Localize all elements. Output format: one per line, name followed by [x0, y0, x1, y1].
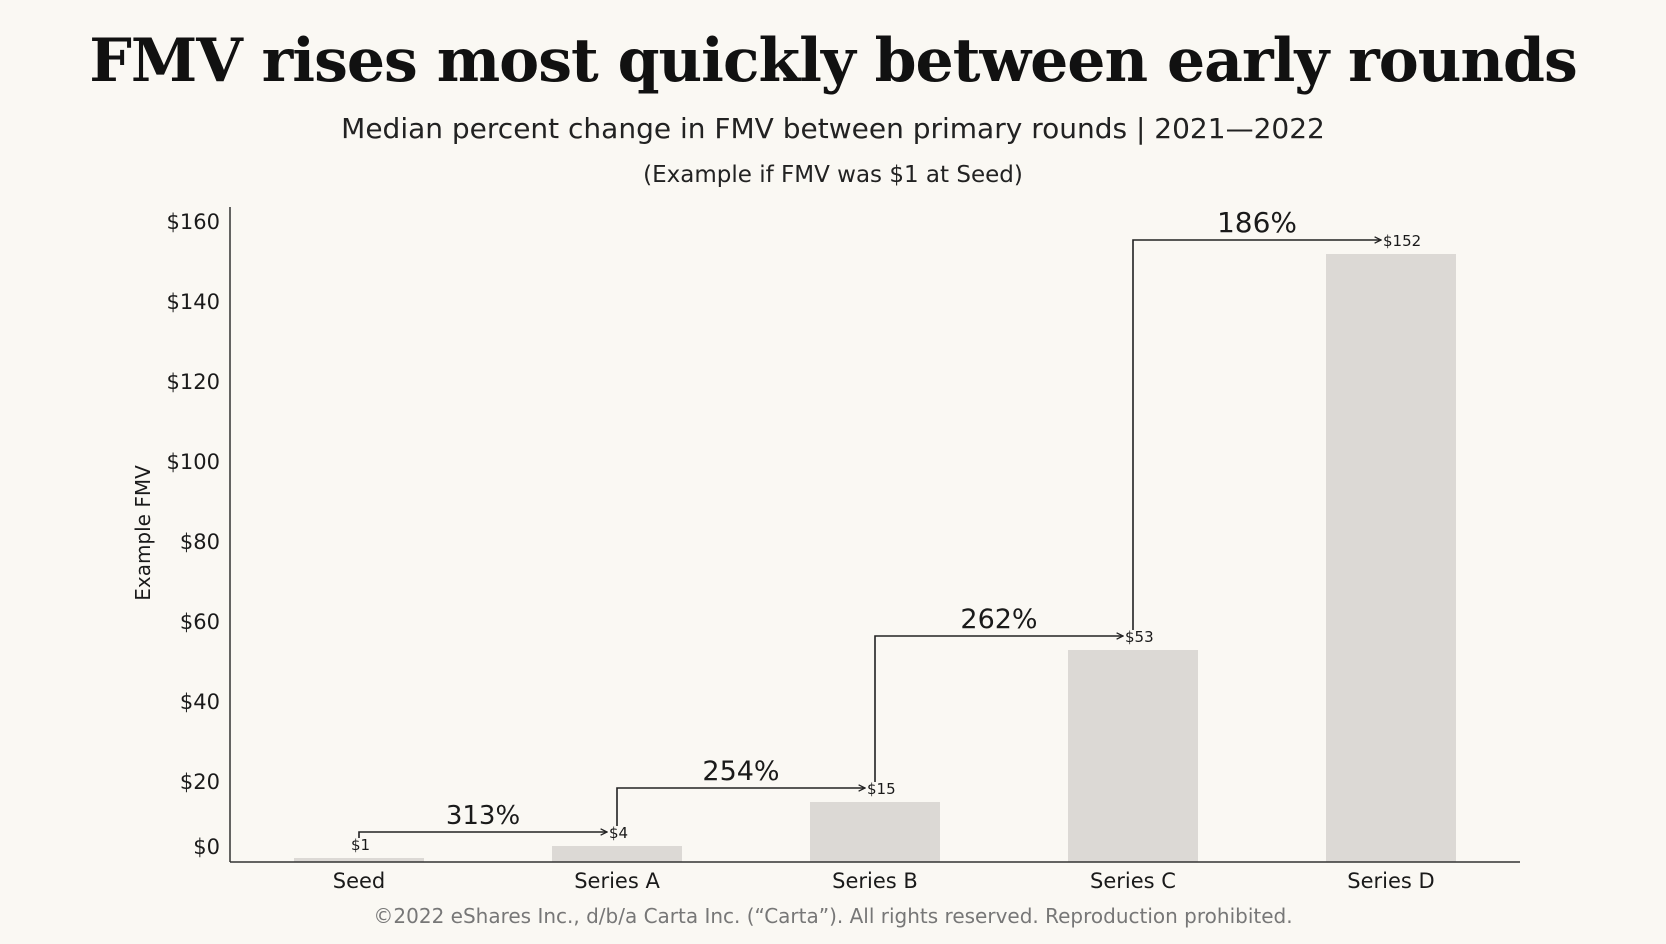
axes-layer: $0 $20 $40 $60 $80 $100 $120 $140 $160 Example FM…	[131, 207, 1520, 893]
bar-series-d	[1326, 254, 1456, 862]
chart-title: FMV rises most quickly between early rou…	[89, 26, 1578, 96]
change-percent-label: 254%	[702, 756, 779, 787]
change-percent-label: 313%	[446, 801, 520, 831]
copyright-footer: ©2022 eShares Inc., d/b/a Carta Inc. (“C…	[373, 904, 1293, 928]
change-percent-label: 186%	[1217, 206, 1297, 239]
y-tick-label: $60	[180, 610, 220, 634]
change-arrow	[874, 636, 1123, 782]
bar-series-a	[552, 846, 682, 862]
y-tick-label: $120	[167, 370, 220, 394]
change-arrow	[616, 788, 865, 826]
change-arrow	[1132, 240, 1381, 630]
chart-note: (Example if FMV was $1 at Seed)	[643, 162, 1023, 188]
bar-value-label: $15	[867, 780, 896, 798]
bar-seed	[294, 858, 424, 862]
y-axis-label: Example FMV	[131, 465, 155, 601]
x-tick-label: Series A	[574, 869, 660, 893]
x-tick-label: Seed	[333, 869, 386, 893]
annotations-layer: 313% 254% 262% 186% $1 $4 $15 $53 $152	[351, 206, 1421, 854]
bar-value-label: $53	[1125, 628, 1154, 646]
bar-value-label: $4	[609, 824, 628, 842]
bar-series-c	[1068, 650, 1198, 862]
bars-layer	[294, 254, 1456, 862]
y-tick-label: $40	[180, 690, 220, 714]
change-percent-label: 262%	[960, 604, 1037, 635]
bar-series-b	[810, 802, 940, 862]
x-tick-label: Series D	[1347, 869, 1434, 893]
x-tick-label: Series B	[832, 869, 918, 893]
y-tick-label: $20	[180, 770, 220, 794]
y-tick-label: $140	[167, 290, 220, 314]
chart-subtitle: Median percent change in FMV between pri…	[341, 112, 1325, 145]
y-tick-label: $80	[180, 530, 220, 554]
y-tick-label: $100	[167, 450, 220, 474]
change-arrow	[358, 832, 607, 838]
bar-value-label: $152	[1383, 232, 1421, 250]
x-tick-label: Series C	[1090, 869, 1176, 893]
bar-value-label: $1	[351, 836, 370, 854]
y-tick-label: $160	[167, 210, 220, 234]
y-tick-label: $0	[193, 835, 220, 859]
